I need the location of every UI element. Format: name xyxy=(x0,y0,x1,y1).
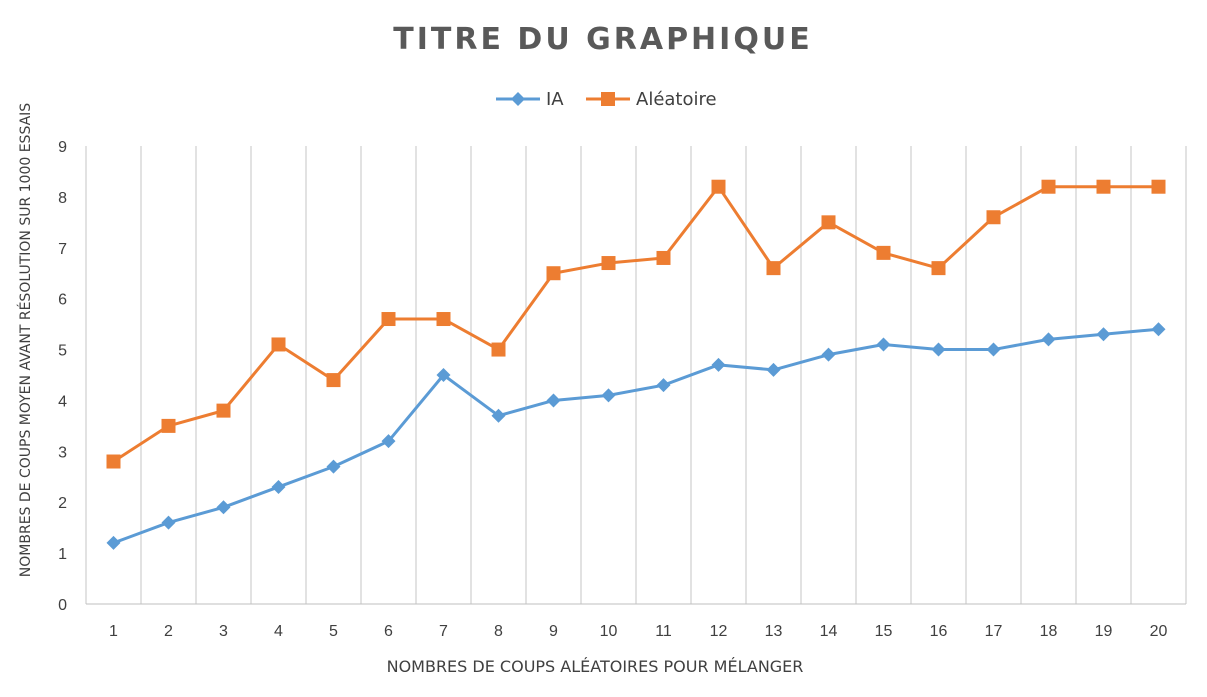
data-point-marker xyxy=(161,515,176,530)
data-point-marker xyxy=(216,403,231,418)
data-point-marker xyxy=(546,393,561,408)
data-point-marker xyxy=(766,261,781,276)
x-tick-label: 20 xyxy=(1150,623,1168,640)
data-point-marker xyxy=(656,378,671,393)
legend-item: Aléatoire xyxy=(586,89,717,110)
data-point-marker xyxy=(876,337,891,352)
x-tick-label: 15 xyxy=(875,623,893,640)
series-line xyxy=(112,327,1159,545)
data-point-marker xyxy=(381,434,396,449)
data-point-marker xyxy=(931,342,946,357)
x-tick-label: 2 xyxy=(164,623,173,640)
data-point-marker xyxy=(216,500,231,515)
x-tick-label: 12 xyxy=(710,623,728,640)
legend: IA Aléatoire xyxy=(496,89,717,110)
data-point-marker xyxy=(711,179,726,194)
y-tick-label: 2 xyxy=(58,495,67,512)
legend-marker xyxy=(511,92,525,106)
x-tick-label: 5 xyxy=(329,623,338,640)
chart-title: TITRE DU GRAPHIQUE xyxy=(393,22,812,57)
x-tick-label: 7 xyxy=(439,623,448,640)
data-point-marker xyxy=(766,362,781,377)
x-tick-label: 4 xyxy=(274,623,283,640)
gridlines xyxy=(85,146,1187,605)
data-point-marker xyxy=(161,418,176,433)
data-point-marker xyxy=(821,215,836,230)
x-tick-label: 9 xyxy=(549,623,558,640)
series-0 xyxy=(106,322,1166,550)
data-point-marker xyxy=(1041,332,1056,347)
x-axis-label: NOMBRES DE COUPS ALÉATOIRES POUR MÉLANGE… xyxy=(387,657,804,676)
legend-marker xyxy=(601,92,615,106)
x-axis-ticks: 1 2 3 4 5 6 7 8 9 10 11 12 13 14 15 16 17 18 19 20 xyxy=(109,623,1167,640)
data-point-marker xyxy=(436,368,451,382)
data-point-marker xyxy=(601,256,616,271)
x-tick-label: 11 xyxy=(655,623,672,640)
data-point-marker xyxy=(1096,179,1111,194)
x-tick-label: 10 xyxy=(600,623,618,640)
series-group xyxy=(106,179,1166,550)
data-point-marker xyxy=(821,347,836,362)
data-point-marker xyxy=(326,373,341,388)
data-point-marker xyxy=(1041,179,1056,194)
data-point-marker xyxy=(491,408,506,423)
y-axis-ticks: 0 1 2 3 4 5 6 7 8 9 xyxy=(58,139,67,614)
data-point-marker xyxy=(1151,179,1166,194)
x-tick-label: 16 xyxy=(930,623,948,640)
y-tick-label: 3 xyxy=(58,444,67,461)
data-point-marker xyxy=(326,459,341,474)
data-point-marker xyxy=(106,535,121,550)
y-tick-label: 6 xyxy=(58,292,67,309)
x-tick-label: 8 xyxy=(494,623,503,640)
data-point-marker xyxy=(986,342,1001,357)
y-axis-label: NOMBRES DE COUPS MOYEN AVANT RÉSOLUTION … xyxy=(17,103,34,577)
data-point-marker xyxy=(106,454,121,469)
y-tick-label: 5 xyxy=(58,343,67,360)
x-tick-label: 18 xyxy=(1040,623,1058,640)
x-tick-label: 6 xyxy=(384,623,393,640)
x-tick-label: 19 xyxy=(1095,623,1113,640)
data-point-marker xyxy=(271,337,286,352)
y-tick-label: 0 xyxy=(58,597,67,614)
data-point-marker xyxy=(931,261,946,276)
data-point-marker xyxy=(711,357,726,372)
data-point-marker xyxy=(491,342,506,357)
data-point-marker xyxy=(271,479,286,494)
data-point-marker xyxy=(656,250,671,265)
x-tick-label: 13 xyxy=(765,623,783,640)
data-point-marker xyxy=(876,245,891,260)
series-line xyxy=(112,185,1159,463)
series-1 xyxy=(106,179,1166,469)
data-point-marker xyxy=(1096,327,1111,342)
data-point-marker xyxy=(601,388,616,403)
y-tick-label: 7 xyxy=(58,241,67,258)
data-point-marker xyxy=(1151,322,1166,337)
legend-item: IA xyxy=(496,89,564,110)
x-tick-label: 1 xyxy=(109,623,118,640)
y-tick-label: 4 xyxy=(58,393,67,410)
data-point-marker xyxy=(546,266,561,281)
legend-label: Aléatoire xyxy=(636,89,717,110)
data-point-marker xyxy=(986,210,1001,225)
y-tick-label: 8 xyxy=(58,190,67,207)
data-point-marker xyxy=(436,312,451,327)
legend-label: IA xyxy=(546,89,564,110)
x-tick-label: 3 xyxy=(219,623,228,640)
y-tick-label: 1 xyxy=(58,546,67,563)
data-point-marker xyxy=(381,312,396,327)
y-tick-label: 9 xyxy=(58,139,67,156)
x-tick-label: 14 xyxy=(820,623,838,640)
x-tick-label: 17 xyxy=(985,623,1003,640)
